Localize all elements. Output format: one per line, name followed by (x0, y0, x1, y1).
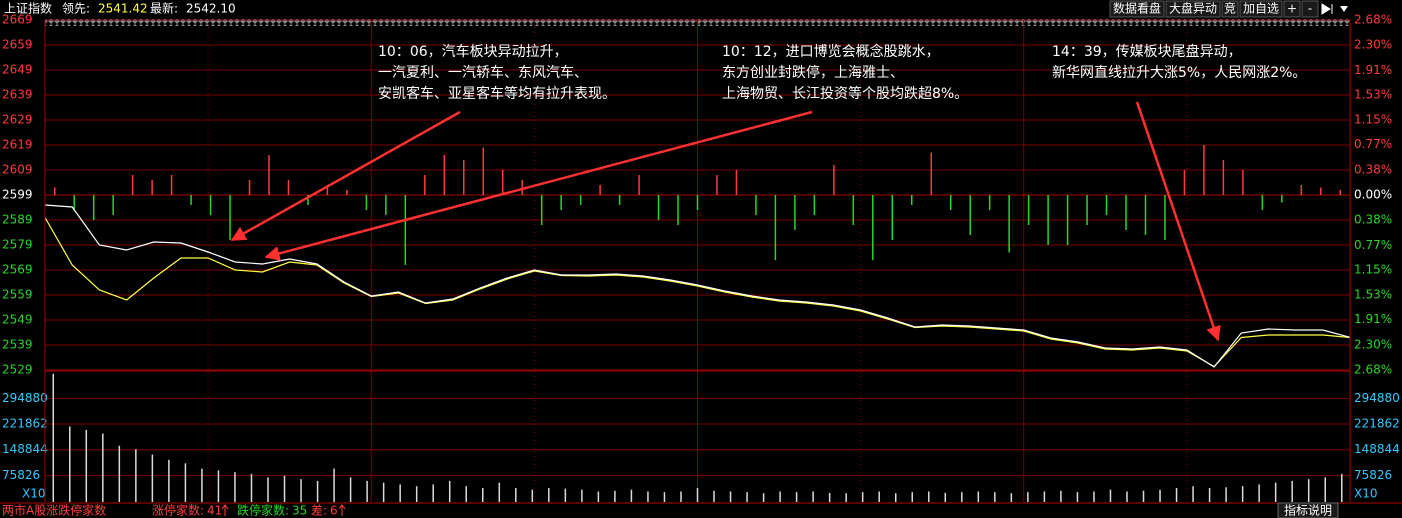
y2-tick-label: 2.68% (1354, 13, 1392, 27)
y-tick-label: 2629 (2, 113, 33, 127)
y-tick-label: 2549 (2, 313, 33, 327)
annotation-line: 安凯客车、亚星客车等均有拉升表现。 (378, 85, 616, 102)
y-tick-label: 294880 (2, 391, 48, 405)
y2-tick-label: 294880 (1354, 391, 1400, 405)
menu-icon[interactable] (1340, 6, 1348, 12)
y2-tick-label: 1.53% (1354, 88, 1392, 102)
y2-tick-label: 0.77% (1354, 238, 1392, 252)
toolbar-button-label[interactable]: 竞 (1224, 2, 1236, 16)
y-tick-label: 2529 (2, 363, 33, 377)
y2-tick-label: 148844 (1354, 442, 1400, 456)
unit-label: X10 (1354, 487, 1378, 501)
y2-tick-label: 1.91% (1354, 63, 1392, 77)
annotation-line: 一汽夏利、一汽轿车、东风汽车、 (378, 64, 588, 81)
y-tick-label: 2559 (2, 288, 33, 302)
y2-tick-label: 0.38% (1354, 212, 1392, 226)
toolbar-button-label[interactable]: - (1308, 2, 1312, 16)
toolbar-button[interactable] (1301, 0, 1319, 18)
toolbar-button-label[interactable]: + (1287, 2, 1297, 16)
annotation-line: 东方创业封跌停，上海雅士、 (722, 64, 904, 81)
y2-tick-label: 1.53% (1354, 287, 1392, 301)
index-name: 上证指数 (4, 1, 52, 16)
top-bar: 上证指数 领先: 2541.42 最新: 2542.10 (4, 1, 236, 16)
arrow (1135, 101, 1221, 342)
y2-tick-label: 0.38% (1354, 163, 1392, 177)
status-bar: 两市A股涨跌停家数 涨停家数: 41 跌停家数: 35 差: 6 指标说明 (2, 502, 1339, 518)
y2-tick-label: 0.77% (1354, 137, 1392, 151)
y-tick-label: 2589 (2, 213, 33, 227)
up-arrow (221, 504, 229, 516)
last-value: 2542.10 (186, 2, 236, 16)
lead-label: 领先: (62, 2, 90, 16)
y-tick-label: 2669 (2, 13, 33, 27)
toolbar-button[interactable] (1283, 0, 1301, 18)
toolbar-button[interactable] (1221, 0, 1239, 18)
diff-label: 差: (311, 504, 327, 518)
y2-tick-label: 2.68% (1354, 363, 1392, 377)
arrow (230, 110, 461, 242)
arrow (264, 110, 813, 261)
annotation-line: 10：06，汽车板块异动拉升， (378, 43, 568, 60)
toolbar-button-label[interactable]: 加自选 (1243, 2, 1279, 16)
y-tick-label: 2649 (2, 63, 33, 77)
annotation-line: 10：12，进口博览会概念股跳水， (722, 43, 940, 60)
last-label: 最新: (150, 1, 178, 16)
unit-label: X10 (22, 487, 46, 501)
price-line (44, 204, 1351, 368)
toolbar-button[interactable] (1165, 0, 1221, 18)
y2-tick-label: 1.91% (1354, 312, 1392, 326)
y2-tick-label: 0.00% (1354, 188, 1392, 202)
price-line (44, 217, 1351, 368)
y-tick-label: 2609 (2, 163, 33, 177)
lead-value: 2541.42 (98, 2, 148, 16)
down-label: 跌停家数: (237, 503, 289, 518)
status-title: 两市A股涨跌停家数 (2, 503, 106, 518)
y-tick-label: 2639 (2, 88, 33, 102)
annotation-line: 上海物贸、长江投资等个股均跌超8%。 (722, 85, 968, 102)
up-label: 涨停家数: (152, 503, 204, 518)
help-button[interactable] (1277, 502, 1339, 518)
y-tick-label: 2599 (2, 188, 33, 202)
y2-tick-label: 2.30% (1354, 338, 1392, 352)
toolbar-button-label[interactable]: 数据看盘 (1113, 1, 1161, 16)
arrows (230, 101, 1221, 342)
y-tick-label: 75826 (2, 468, 40, 482)
y-tick-label: 2619 (2, 138, 33, 152)
annotation-line: 14：39，传媒板块尾盘异动， (1052, 43, 1242, 60)
toolbar-button[interactable] (1109, 0, 1165, 18)
y2-tick-label: 75826 (1354, 468, 1392, 482)
y-tick-label: 2569 (2, 263, 33, 277)
y2-tick-label: 221862 (1354, 417, 1400, 431)
y-tick-label: 221862 (2, 417, 48, 431)
annotation-line: 新华网直线拉升大涨5%，人民网涨2%。 (1052, 64, 1306, 81)
diff-count: 6 (330, 504, 338, 518)
toolbar: 数据看盘 大盘异动竞加自选 + - (1109, 0, 1348, 18)
up-count: 41 (207, 504, 222, 518)
plot: 2669 2659 2649 2639 2629 2619 2609 2599 2589 2579… (0, 13, 1402, 504)
expand-icon[interactable] (1321, 3, 1333, 15)
toolbar-button[interactable] (1239, 0, 1283, 18)
toolbar-button-label[interactable]: 大盘异动 (1169, 1, 1217, 16)
y2-tick-label: 1.15% (1354, 112, 1392, 126)
y-tick-label: 2579 (2, 238, 33, 252)
y-tick-label: 2659 (2, 38, 33, 52)
y2-tick-label: 1.15% (1354, 263, 1392, 277)
diff-arrow (338, 504, 346, 516)
down-count: 35 (292, 504, 307, 518)
y2-tick-label: 2.30% (1354, 37, 1392, 51)
help-text[interactable]: 指标说明 (1284, 503, 1332, 518)
y-tick-label: 2539 (2, 338, 33, 352)
y-tick-label: 148844 (2, 442, 48, 456)
